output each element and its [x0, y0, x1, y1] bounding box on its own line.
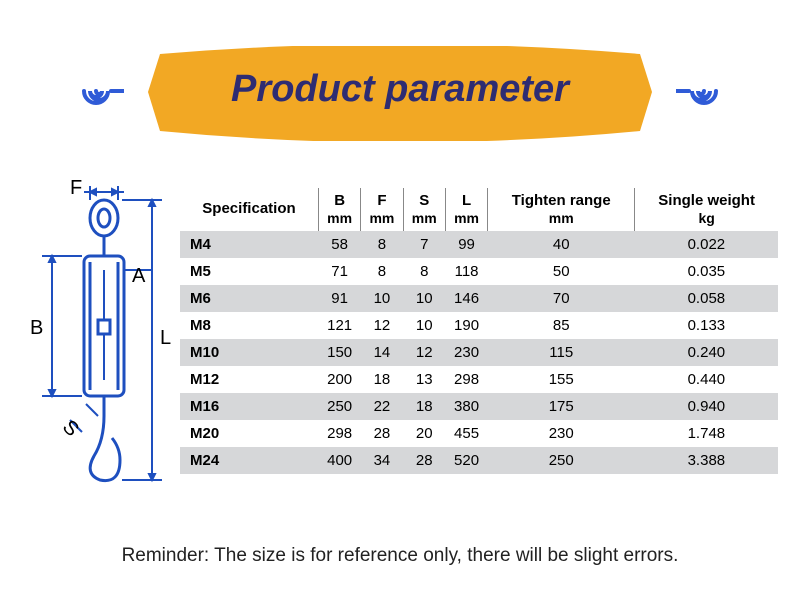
table-cell: 455	[445, 420, 487, 447]
table-cell: 22	[361, 393, 403, 420]
table-cell: 71	[318, 258, 360, 285]
table-cell: 0.058	[635, 285, 778, 312]
col-header: Single weightkg	[635, 188, 778, 231]
table-cell: 28	[403, 447, 445, 474]
table-cell: 10	[403, 312, 445, 339]
col-header: Bmm	[318, 188, 360, 231]
table-row: M81211210190850.133	[180, 312, 778, 339]
table-cell: 0.022	[635, 231, 778, 258]
table-cell: 18	[403, 393, 445, 420]
table-cell: 250	[318, 393, 360, 420]
diagram-label-l: L	[160, 327, 171, 349]
table-row: M1625022183801750.940	[180, 393, 778, 420]
table-cell: 10	[403, 285, 445, 312]
table-cell: 0.133	[635, 312, 778, 339]
table-row: M1220018132981550.440	[180, 366, 778, 393]
banner-title: Product parameter	[231, 68, 569, 111]
table-cell: 0.240	[635, 339, 778, 366]
table-cell: 85	[488, 312, 635, 339]
table-row: M57188118500.035	[180, 258, 778, 285]
table-cell: 200	[318, 366, 360, 393]
table-row: M1015014122301150.240	[180, 339, 778, 366]
content-area: F A B L S SpecificationBmmFmmSmmLmmTight…	[22, 180, 778, 490]
table-cell: 70	[488, 285, 635, 312]
diagram-label-b: B	[30, 317, 43, 339]
table-cell: 298	[318, 420, 360, 447]
table-cell: 146	[445, 285, 487, 312]
table-cell: M16	[180, 393, 318, 420]
table-cell: 190	[445, 312, 487, 339]
spec-table-container: SpecificationBmmFmmSmmLmmTighten rangemm…	[180, 180, 778, 490]
table-cell: 121	[318, 312, 360, 339]
table-cell: 34	[361, 447, 403, 474]
table-cell: 13	[403, 366, 445, 393]
table-cell: 12	[361, 312, 403, 339]
table-cell: 50	[488, 258, 635, 285]
table-cell: 18	[361, 366, 403, 393]
table-cell: M12	[180, 366, 318, 393]
table-cell: 14	[361, 339, 403, 366]
col-header: Smm	[403, 188, 445, 231]
table-cell: 520	[445, 447, 487, 474]
reminder-text: Reminder: The size is for reference only…	[0, 545, 800, 567]
diagram-label-a: A	[132, 265, 146, 287]
table-cell: 115	[488, 339, 635, 366]
table-cell: M20	[180, 420, 318, 447]
table-cell: 58	[318, 231, 360, 258]
table-cell: M5	[180, 258, 318, 285]
table-cell: M4	[180, 231, 318, 258]
table-cell: 91	[318, 285, 360, 312]
table-cell: 380	[445, 393, 487, 420]
table-cell: 155	[488, 366, 635, 393]
table-cell: 28	[361, 420, 403, 447]
table-cell: 8	[403, 258, 445, 285]
col-header: Lmm	[445, 188, 487, 231]
table-cell: 1.748	[635, 420, 778, 447]
table-cell: M24	[180, 447, 318, 474]
table-cell: M10	[180, 339, 318, 366]
banner-container: Product parameter	[0, 28, 800, 148]
table-cell: 0.440	[635, 366, 778, 393]
spiral-left-icon	[74, 66, 124, 116]
table-cell: 8	[361, 258, 403, 285]
table-cell: 250	[488, 447, 635, 474]
table-cell: 400	[318, 447, 360, 474]
table-cell: 298	[445, 366, 487, 393]
spec-table: SpecificationBmmFmmSmmLmmTighten rangemm…	[180, 188, 778, 474]
table-cell: 3.388	[635, 447, 778, 474]
col-header: Fmm	[361, 188, 403, 231]
table-row: M2029828204552301.748	[180, 420, 778, 447]
table-row: M4588799400.022	[180, 231, 778, 258]
table-cell: 12	[403, 339, 445, 366]
table-cell: 118	[445, 258, 487, 285]
turnbuckle-diagram: F A B L S	[22, 180, 180, 490]
table-cell: 8	[361, 231, 403, 258]
diagram-label-f: F	[70, 180, 82, 199]
table-row: M6911010146700.058	[180, 285, 778, 312]
table-cell: 175	[488, 393, 635, 420]
col-header: Tighten rangemm	[488, 188, 635, 231]
diagram-label-s: S	[58, 416, 83, 441]
table-cell: 0.035	[635, 258, 778, 285]
table-cell: 10	[361, 285, 403, 312]
table-cell: 20	[403, 420, 445, 447]
col-header: Specification	[180, 188, 318, 231]
table-cell: M8	[180, 312, 318, 339]
table-cell: 99	[445, 231, 487, 258]
table-cell: M6	[180, 285, 318, 312]
spiral-right-icon	[676, 66, 726, 116]
table-cell: 230	[488, 420, 635, 447]
table-cell: 40	[488, 231, 635, 258]
table-cell: 150	[318, 339, 360, 366]
table-cell: 0.940	[635, 393, 778, 420]
table-cell: 7	[403, 231, 445, 258]
table-cell: 230	[445, 339, 487, 366]
table-row: M2440034285202503.388	[180, 447, 778, 474]
